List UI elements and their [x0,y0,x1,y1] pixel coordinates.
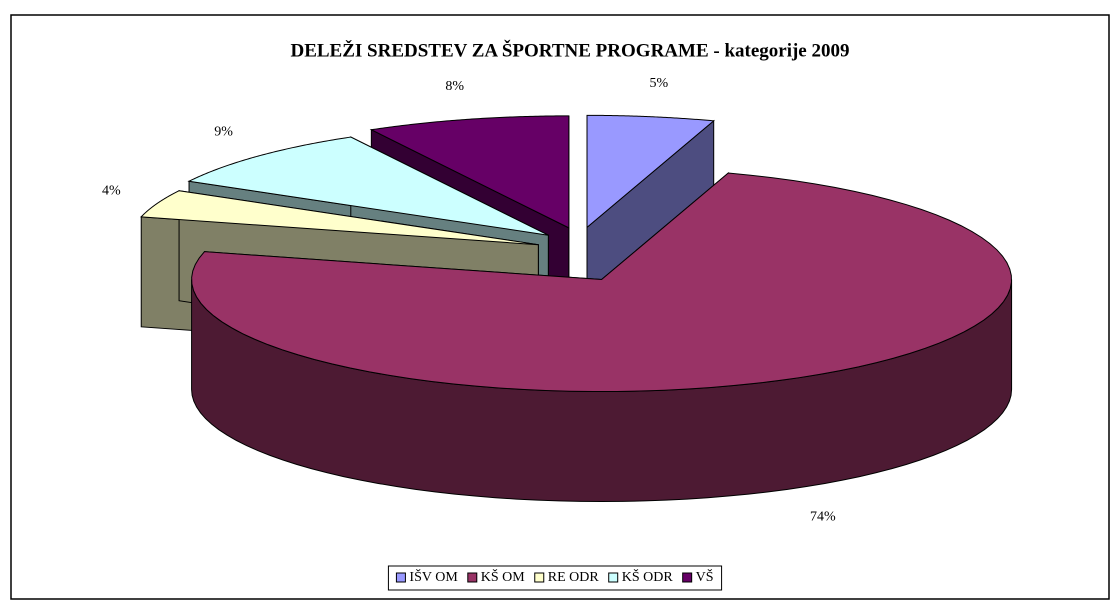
legend-swatch [534,572,545,583]
data-label: 74% [810,509,836,524]
slice [191,172,1012,393]
data-label: 9% [214,124,233,139]
legend-swatch [395,572,406,583]
chart-title: DELEŽI SREDSTEV ZA ŠPORTNE PROGRAME - ka… [290,39,849,61]
legend-label: KŠ OM [481,568,526,585]
slice [586,114,715,229]
slice [140,190,539,246]
slice [187,136,549,236]
legend-swatch [682,572,693,583]
data-label: 4% [102,183,121,198]
legend-label: RE ODR [548,570,600,585]
legend-label: VŠ [696,568,714,585]
legend-box [387,565,723,591]
legend-label: KŠ ODR [622,568,674,585]
legend-swatch [467,572,478,583]
legend-label: IŠV OM [409,568,458,585]
data-label: 5% [650,76,669,91]
legend-swatch [608,572,619,583]
data-label: 8% [445,79,464,94]
slice [369,115,570,229]
legend: IŠV OM KŠ OM RE ODR KŠ ODR VŠ [387,565,723,591]
